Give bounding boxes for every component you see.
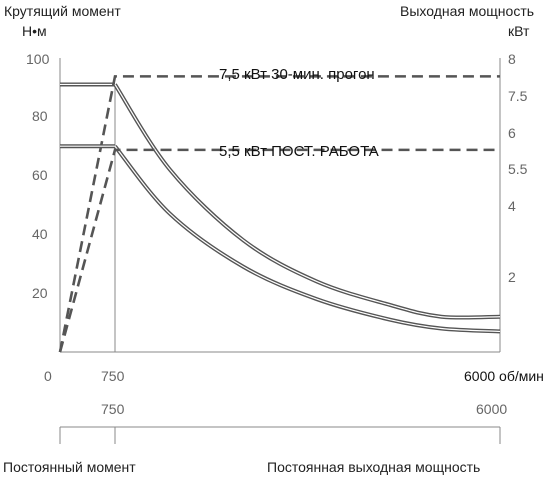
axes-layer bbox=[59, 58, 501, 444]
left-tick-40: 40 bbox=[32, 226, 48, 242]
left-axis-title: Крутящий момент bbox=[4, 3, 121, 19]
x-tick-750: 750 bbox=[101, 368, 125, 384]
left-tick-100: 100 bbox=[26, 51, 50, 67]
right-axis-title: Выходная мощность bbox=[400, 3, 535, 19]
annotation-5.5kw: 5,5 кВт ПОСТ. РАБОТА bbox=[219, 143, 379, 160]
right-tick-5.5: 5.5 bbox=[508, 161, 528, 177]
left-tick-80: 80 bbox=[32, 108, 48, 124]
torque-curve-7.5kw bbox=[113, 83, 501, 320]
right-tick-2: 2 bbox=[508, 269, 516, 285]
annotation-7.5kw: 7,5 кВт 30-мин. прогон bbox=[219, 66, 375, 83]
power-line-5.5kw bbox=[58, 148, 500, 353]
left-tick-60: 60 bbox=[32, 167, 48, 183]
left-tick-20: 20 bbox=[32, 285, 48, 301]
sub-tick-6000: 6000 bbox=[476, 401, 508, 417]
sub-tick-750: 750 bbox=[101, 401, 125, 417]
right-tick-4: 4 bbox=[508, 198, 516, 214]
x-tick-0: 0 bbox=[44, 368, 52, 384]
right-tick-7.5: 7.5 bbox=[508, 88, 528, 104]
right-tick-6: 6 bbox=[508, 125, 516, 141]
right-axis-unit: кВт bbox=[508, 23, 530, 39]
zone-label-constant-torque: Постоянный момент bbox=[3, 459, 136, 475]
power-line-7.5kw bbox=[58, 75, 500, 353]
left-axis-unit: Н•м bbox=[22, 23, 47, 39]
right-tick-8: 8 bbox=[508, 51, 516, 67]
series-layer bbox=[58, 75, 501, 353]
torque-curve-inner-7.5kw bbox=[114, 84, 501, 319]
x-axis-end-label: 6000 об/мин bbox=[464, 368, 544, 384]
torque-curve-inner-5.5kw bbox=[114, 145, 501, 333]
zone-label-constant-power: Постоянная выходная мощность bbox=[267, 459, 481, 475]
